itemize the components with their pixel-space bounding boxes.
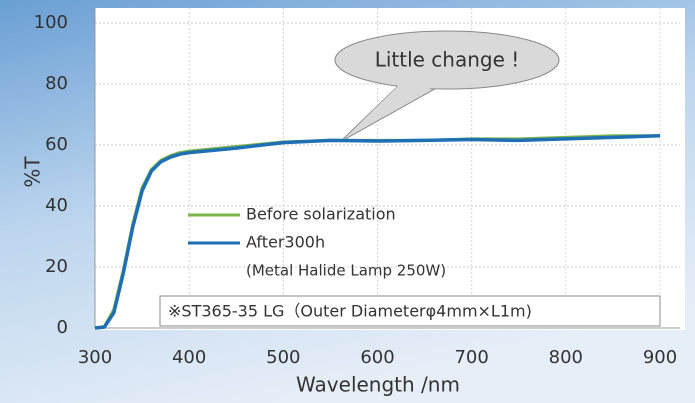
x-tick-label: 900 bbox=[643, 347, 677, 368]
x-axis-label: Wavelength /nm bbox=[296, 373, 460, 397]
legend-label: Before solarization bbox=[246, 205, 396, 224]
footnote: ※ST365-35 LG（Outer Diameterφ4mm×L1m) bbox=[168, 302, 532, 321]
x-tick-label: 500 bbox=[266, 347, 300, 368]
chart: Little change ! ※ST365-35 LG（Outer Diame… bbox=[0, 0, 695, 403]
y-tick-label: 20 bbox=[45, 256, 68, 277]
y-tick-label: 0 bbox=[57, 317, 68, 338]
x-tick-label: 700 bbox=[454, 347, 488, 368]
y-tick-label: 60 bbox=[45, 134, 68, 155]
x-tick-label: 400 bbox=[172, 347, 206, 368]
page: Little change ! ※ST365-35 LG（Outer Diame… bbox=[0, 0, 695, 403]
y-tick-label: 80 bbox=[45, 73, 68, 94]
legend-note: (Metal Halide Lamp 250W) bbox=[246, 262, 446, 280]
y-tick-label: 100 bbox=[34, 12, 68, 33]
x-tick-label: 300 bbox=[78, 347, 112, 368]
x-tick-label: 800 bbox=[549, 347, 583, 368]
legend-label: After300h bbox=[246, 233, 325, 252]
x-tick-label: 600 bbox=[360, 347, 394, 368]
annotation: Little change ! bbox=[375, 48, 520, 72]
y-tick-label: 40 bbox=[45, 195, 68, 216]
y-axis-label: %T bbox=[21, 156, 45, 188]
